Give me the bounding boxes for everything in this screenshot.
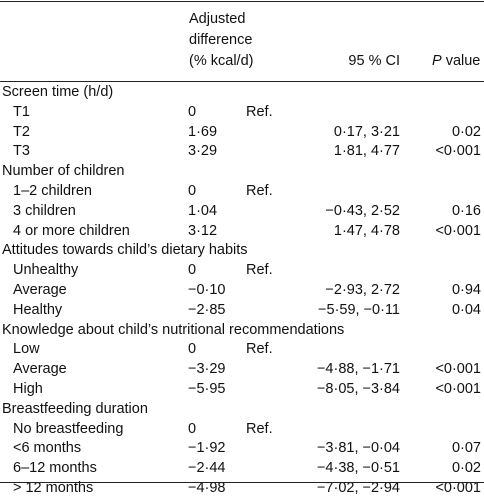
header-adjusted-line2: difference <box>189 32 253 48</box>
row-label: <6 months <box>13 440 82 457</box>
row-adjusted-difference: 0 <box>188 420 197 437</box>
row-adjusted-difference: 1·69 <box>188 123 218 140</box>
row-ci: −4·38, −0·51 <box>316 460 400 477</box>
header-adjusted-line1: Adjusted <box>189 11 246 27</box>
row-adjusted-difference: 0 <box>188 103 197 120</box>
row-label: 6–12 months <box>13 460 97 477</box>
row-label: Unhealthy <box>13 262 79 279</box>
row-label: No breastfeeding <box>13 420 124 437</box>
row-adjusted-difference: 0 <box>188 341 197 358</box>
row-p-value: <0·001 <box>435 143 481 160</box>
header-p-value: P value <box>432 51 480 72</box>
section-title: Knowledge about child’s nutritional reco… <box>2 321 345 338</box>
row-reference: Ref. <box>246 103 273 120</box>
row-p-value: 0·02 <box>451 123 481 140</box>
row-adjusted-difference: −1·92 <box>188 440 226 457</box>
row-reference: Ref. <box>246 341 273 358</box>
row-adjusted-difference: −0·10 <box>188 281 226 298</box>
row-adjusted-difference: −2·44 <box>188 460 226 477</box>
table-row: High −5·95 −8·05, −3·84 <0·001 <box>0 380 484 400</box>
section-title: Breastfeeding duration <box>2 400 148 417</box>
row-label: 3 children <box>13 202 76 219</box>
header-p-rest: value <box>441 53 481 69</box>
row-adjusted-difference: 3·12 <box>188 222 218 239</box>
row-adjusted-difference: −5·95 <box>188 380 226 397</box>
row-ci: 1·47, 4·78 <box>333 222 400 239</box>
row-adjusted-difference: −2·85 <box>188 301 226 318</box>
row-ci: 0·17, 3·21 <box>333 123 400 140</box>
row-p-value: <0·001 <box>435 380 481 397</box>
top-rule <box>0 1 484 2</box>
table-row: Unhealthy 0 Ref. <box>0 261 484 281</box>
section-header-row: Breastfeeding duration <box>0 400 484 420</box>
row-p-value: <0·001 <box>435 361 481 378</box>
section-header-row: Knowledge about child’s nutritional reco… <box>0 321 484 341</box>
row-p-value: 0·02 <box>451 460 481 477</box>
table-row: 1–2 children 0 Ref. <box>0 182 484 202</box>
row-ci: −8·05, −3·84 <box>316 380 400 397</box>
table-body: Screen time (h/d) T1 0 Ref. T2 1·69 0·17, 3·21… <box>0 83 484 499</box>
header-p-italic: P <box>432 53 442 69</box>
table-row: 6–12 months −2·44 −4·38, −0·51 0·02 <box>0 459 484 479</box>
section-title: Screen time (h/d) <box>2 84 114 100</box>
table-row: Healthy −2·85 −5·59, −0·11 0·04 <box>0 301 484 321</box>
header-rule <box>0 81 484 82</box>
row-adjusted-difference: 3·29 <box>188 143 218 160</box>
row-p-value: 0·16 <box>451 202 481 219</box>
row-adjusted-difference: 0 <box>188 182 197 199</box>
table-row: <6 months −1·92 −3·81, −0·04 0·07 <box>0 439 484 459</box>
section-title: Number of children <box>2 163 125 180</box>
row-label: Average <box>13 361 67 378</box>
section-header-row: Screen time (h/d) <box>0 83 484 103</box>
row-label: Low <box>13 341 40 358</box>
table-row: T1 0 Ref. <box>0 103 484 123</box>
row-p-value: 0·07 <box>451 440 481 457</box>
section-title: Attitudes towards child’s dietary habits <box>2 242 248 259</box>
row-adjusted-difference: 1·04 <box>188 202 218 219</box>
row-adjusted-difference: 0 <box>188 262 197 279</box>
bottom-rule <box>0 482 484 483</box>
row-adjusted-difference: −3·29 <box>188 361 226 378</box>
row-ci: −0·43, 2·52 <box>325 202 400 219</box>
row-p-value: <0·001 <box>435 222 481 239</box>
header-adjusted-line3: (% kcal/d) <box>189 53 254 69</box>
table-row: T2 1·69 0·17, 3·21 0·02 <box>0 123 484 143</box>
row-ci: −3·81, −0·04 <box>316 440 400 457</box>
row-label: T3 <box>13 143 30 160</box>
row-reference: Ref. <box>246 182 273 199</box>
table-row: Average −3·29 −4·88, −1·71 <0·001 <box>0 360 484 380</box>
row-ci: 1·81, 4·77 <box>333 143 400 160</box>
table-row: No breastfeeding 0 Ref. <box>0 420 484 440</box>
header-ci: 95 % CI <box>348 53 400 69</box>
row-label: High <box>13 380 43 397</box>
table-row: 3 children 1·04 −0·43, 2·52 0·16 <box>0 202 484 222</box>
row-label: T1 <box>13 103 30 120</box>
row-reference: Ref. <box>246 262 273 279</box>
section-header-row: Number of children <box>0 162 484 182</box>
row-label: Healthy <box>13 301 63 318</box>
row-ci: −5·59, −0·11 <box>318 301 400 318</box>
row-label: 1–2 children <box>13 182 92 199</box>
row-label: 4 or more children <box>13 222 130 239</box>
table-row: Average −0·10 −2·93, 2·72 0·94 <box>0 281 484 301</box>
row-ci: −4·88, −1·71 <box>316 361 400 378</box>
row-ci: −2·93, 2·72 <box>325 281 400 298</box>
row-p-value: 0·04 <box>451 301 481 318</box>
row-p-value: 0·94 <box>451 281 481 298</box>
table-row: 4 or more children 3·12 1·47, 4·78 <0·001 <box>0 222 484 242</box>
row-reference: Ref. <box>246 420 273 437</box>
row-label: T2 <box>13 123 30 140</box>
section-header-row: Attitudes towards child’s dietary habits <box>0 241 484 261</box>
row-label: Average <box>13 281 67 298</box>
table-row: Low 0 Ref. <box>0 340 484 360</box>
table-row: T3 3·29 1·81, 4·77 <0·001 <box>0 142 484 162</box>
header-adjusted-difference: Adjusted difference (% kcal/d) <box>189 9 279 72</box>
